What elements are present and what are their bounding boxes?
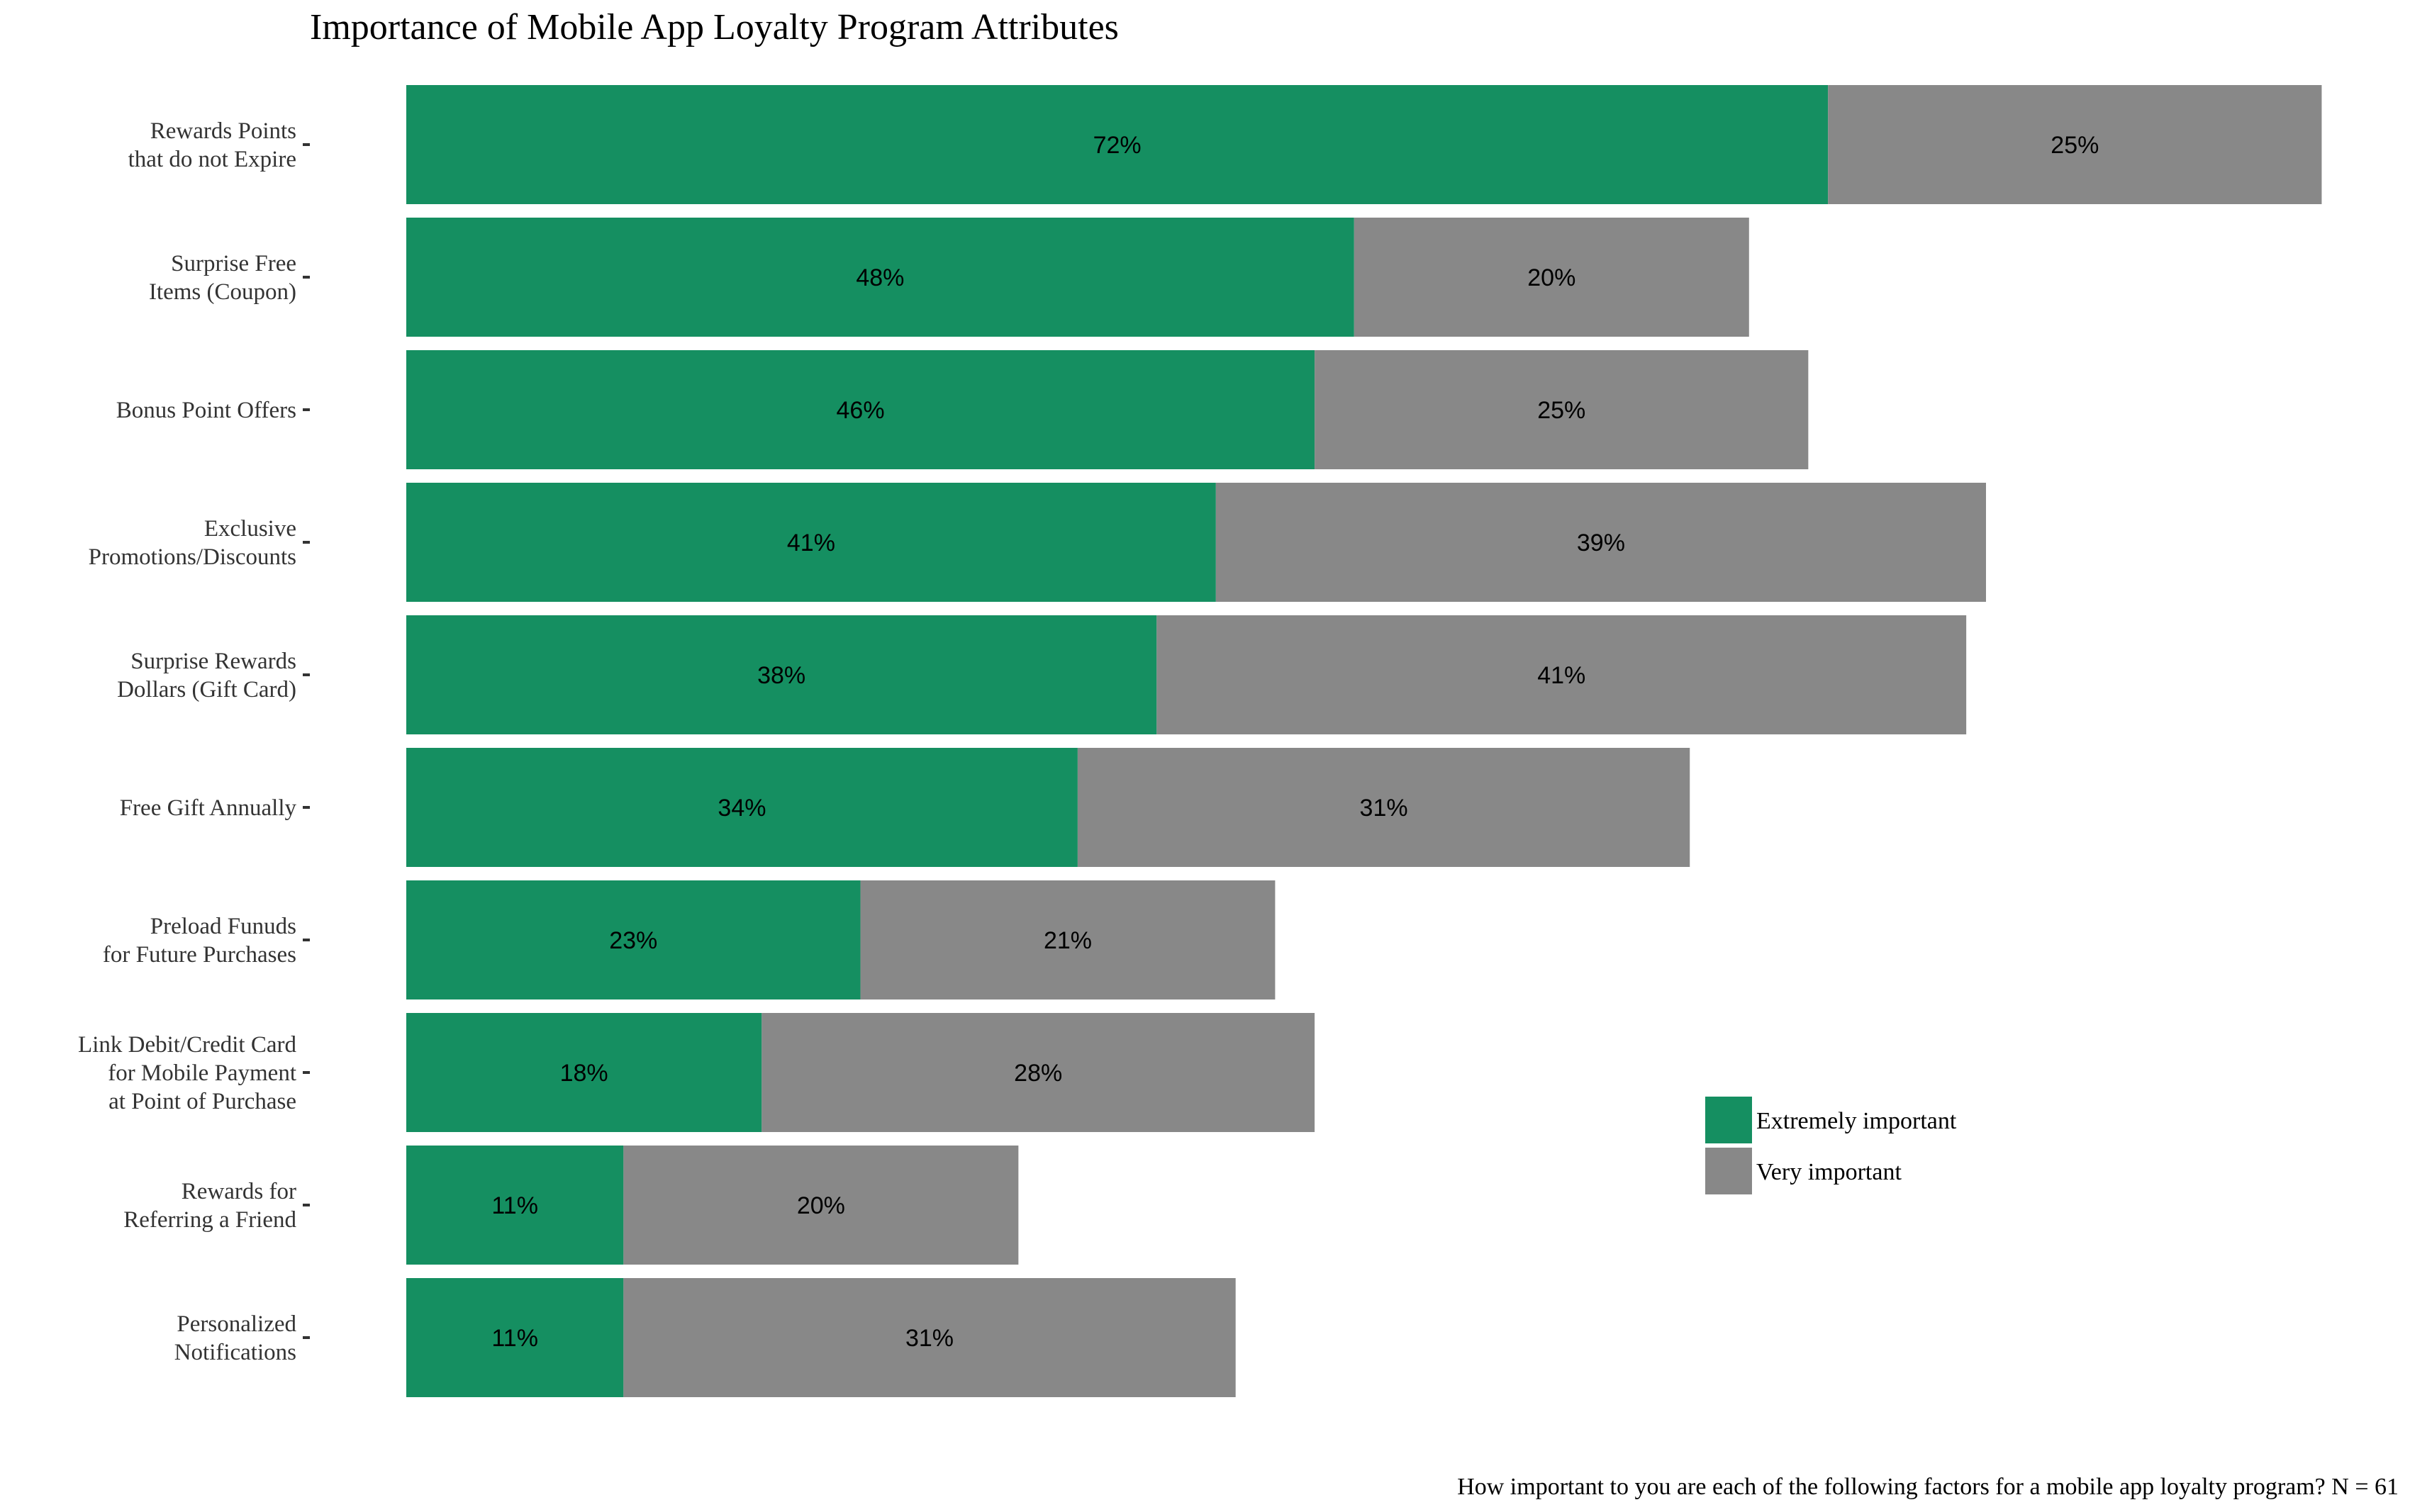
bar-segment-very-important bbox=[1828, 85, 2322, 204]
category-label: that do not Expire bbox=[128, 147, 296, 172]
chart-caption: How important to you are each of the fol… bbox=[1457, 1474, 2399, 1500]
bar-value-label: 11% bbox=[491, 1325, 538, 1352]
legend-label: Very important bbox=[1756, 1159, 1902, 1185]
bar-segment-extremely-important bbox=[406, 748, 1078, 867]
category-label: Surprise Free bbox=[171, 251, 296, 276]
category-label: Personalized bbox=[177, 1311, 296, 1337]
category-label: Exclusive bbox=[204, 516, 296, 542]
bar-value-label: 31% bbox=[1360, 795, 1408, 822]
category-label: Referring a Friend bbox=[123, 1207, 296, 1233]
category-label: for Future Purchases bbox=[103, 942, 296, 968]
bar-value-label: 48% bbox=[856, 264, 904, 291]
bar-value-label: 11% bbox=[491, 1192, 538, 1219]
category-label: Dollars (Gift Card) bbox=[117, 677, 296, 702]
bar-value-label: 20% bbox=[1527, 264, 1575, 291]
bar-segment-very-important bbox=[1077, 748, 1690, 867]
bar-segment-extremely-important bbox=[406, 1278, 624, 1397]
bar-segment-extremely-important bbox=[406, 350, 1315, 469]
bar-segment-extremely-important bbox=[406, 1146, 624, 1265]
bar-segment-very-important bbox=[1315, 350, 1809, 469]
bar-value-label: 38% bbox=[757, 662, 805, 689]
bar-segment-extremely-important bbox=[406, 85, 1829, 204]
bar-segment-very-important bbox=[623, 1278, 1236, 1397]
bar-value-label: 41% bbox=[787, 530, 835, 556]
category-label: Link Debit/Credit Card bbox=[78, 1032, 296, 1058]
category-label: Free Gift Annually bbox=[120, 795, 297, 821]
bars: 72% 25% 48% 20% 46% 25% 41% 39% 38% 41% 34% 31% 23% 2… bbox=[406, 85, 2322, 1397]
bar-value-label: 18% bbox=[560, 1060, 608, 1087]
legend: Extremely important Very important bbox=[1705, 1097, 1957, 1194]
bar-segment-very-important bbox=[860, 880, 1276, 999]
bar-value-label: 23% bbox=[609, 927, 657, 954]
bar-value-label: 41% bbox=[1537, 662, 1585, 689]
bar-value-label: 21% bbox=[1044, 927, 1092, 954]
category-label: Rewards Points bbox=[150, 118, 296, 144]
category-label: Bonus Point Offers bbox=[116, 398, 296, 423]
category-label: for Mobile Payment bbox=[108, 1060, 296, 1086]
bar-segment-extremely-important bbox=[406, 880, 861, 999]
bar-value-label: 28% bbox=[1014, 1060, 1062, 1087]
bar-value-label: 25% bbox=[2051, 132, 2099, 159]
category-labels: Rewards Points that do not Expire Surprise… bbox=[78, 118, 310, 1365]
bar-segment-very-important bbox=[1156, 615, 1967, 734]
bar-value-label: 25% bbox=[1537, 397, 1585, 424]
bar-segment-very-important bbox=[623, 1146, 1019, 1265]
bar-value-label: 46% bbox=[837, 397, 885, 424]
bar-segment-very-important bbox=[762, 1013, 1315, 1132]
bar-segment-very-important bbox=[1354, 218, 1749, 337]
bar-segment-extremely-important bbox=[406, 1013, 762, 1132]
category-label: Items (Coupon) bbox=[149, 279, 296, 305]
bar-segment-extremely-important bbox=[406, 218, 1354, 337]
category-label: Rewards for bbox=[182, 1179, 296, 1204]
bar-value-label: 39% bbox=[1577, 530, 1625, 556]
bar-segment-extremely-important bbox=[406, 615, 1157, 734]
category-label: Preload Funuds bbox=[150, 914, 296, 939]
bar-value-label: 20% bbox=[797, 1192, 845, 1219]
legend-key-extremely-important bbox=[1705, 1097, 1752, 1143]
bar-segment-very-important bbox=[1215, 483, 1986, 602]
bar-segment-extremely-important bbox=[406, 483, 1216, 602]
category-label: at Point of Purchase bbox=[108, 1089, 296, 1114]
bar-value-label: 31% bbox=[905, 1325, 954, 1352]
bar-value-label: 34% bbox=[718, 795, 766, 822]
legend-key-very-important bbox=[1705, 1148, 1752, 1194]
category-label: Promotions/Discounts bbox=[89, 544, 296, 570]
chart-title: Importance of Mobile App Loyalty Program… bbox=[310, 7, 1119, 47]
category-label: Notifications bbox=[174, 1340, 296, 1365]
legend-label: Extremely important bbox=[1756, 1108, 1957, 1134]
category-label: Surprise Rewards bbox=[130, 649, 296, 674]
bar-value-label: 72% bbox=[1093, 132, 1142, 159]
